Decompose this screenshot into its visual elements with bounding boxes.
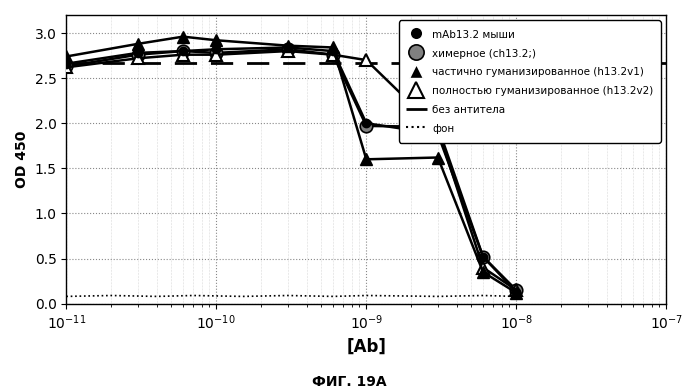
Text: ФИГ. 19А: ФИГ. 19А — [312, 375, 386, 389]
Y-axis label: OD 450: OD 450 — [15, 131, 29, 188]
Legend: mAb13.2 мыши, химерное (ch13.2;), частично гуманизированное (h13.2v1), полностью: mAb13.2 мыши, химерное (ch13.2;), частич… — [399, 21, 660, 143]
X-axis label: [Ab]: [Ab] — [346, 337, 386, 356]
